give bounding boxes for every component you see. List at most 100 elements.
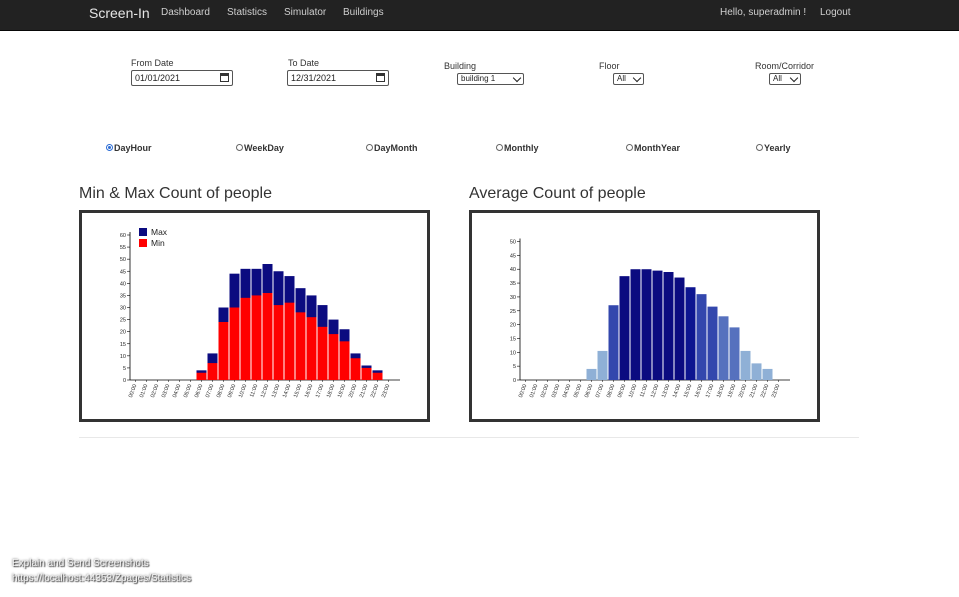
x-tick-label: 23:00 xyxy=(771,384,781,399)
x-tick-label: 18:00 xyxy=(716,384,726,399)
average-chart-title: Average Count of people xyxy=(469,185,646,202)
average-bar xyxy=(674,277,685,380)
x-tick-label: 00:00 xyxy=(128,384,138,399)
radio-button[interactable] xyxy=(496,144,503,152)
y-tick-label: 35 xyxy=(510,281,516,287)
average-bar xyxy=(652,270,663,380)
x-tick-label: 21:00 xyxy=(359,384,369,399)
radio-dayhour[interactable]: DayHour xyxy=(106,143,152,155)
chevron-down-icon xyxy=(632,73,642,83)
radio-button[interactable] xyxy=(626,144,633,152)
x-tick-label: 07:00 xyxy=(595,384,605,399)
x-tick-label: 03:00 xyxy=(551,384,561,399)
building-select[interactable]: building 1 xyxy=(457,73,524,85)
x-tick-label: 11:00 xyxy=(249,384,259,399)
room-select[interactable]: All xyxy=(769,73,801,85)
user-greeting[interactable]: Hello, superadmin ! xyxy=(720,7,807,18)
min-bar xyxy=(361,367,372,380)
radio-monthyear-label: MonthYear xyxy=(634,143,681,153)
average-bar xyxy=(663,272,674,380)
nav-buildings[interactable]: Buildings xyxy=(343,7,384,18)
radio-monthly[interactable]: Monthly xyxy=(496,143,539,155)
chevron-down-icon xyxy=(789,73,799,83)
legend-label: Min xyxy=(151,238,165,248)
min-bar xyxy=(339,341,350,380)
x-tick-label: 04:00 xyxy=(562,384,572,399)
average-bar xyxy=(762,368,773,380)
x-tick-label: 06:00 xyxy=(194,384,204,399)
x-tick-label: 21:00 xyxy=(749,384,759,399)
x-tick-label: 00:00 xyxy=(518,384,528,399)
x-tick-label: 09:00 xyxy=(617,384,627,399)
chevron-down-icon xyxy=(512,73,522,83)
y-tick-label: 60 xyxy=(120,233,126,239)
min-bar xyxy=(284,302,295,380)
nav-simulator[interactable]: Simulator xyxy=(284,7,327,18)
radio-daymonth[interactable]: DayMonth xyxy=(366,143,418,155)
average-bar xyxy=(586,368,597,380)
y-tick-label: 10 xyxy=(510,350,516,356)
min-bar xyxy=(317,326,328,380)
x-tick-label: 19:00 xyxy=(337,384,347,399)
x-tick-label: 17:00 xyxy=(315,384,325,399)
top-navbar: Screen-In Dashboard Statistics Simulator… xyxy=(0,0,959,31)
y-tick-label: 35 xyxy=(120,293,126,299)
room-label: Room/Corridor xyxy=(755,61,815,71)
calendar-icon[interactable] xyxy=(376,73,385,82)
divider xyxy=(79,437,859,438)
y-tick-label: 0 xyxy=(513,378,516,384)
radio-button-selected[interactable] xyxy=(106,144,113,152)
x-tick-label: 08:00 xyxy=(216,384,226,399)
y-tick-label: 50 xyxy=(510,240,516,246)
radio-dayhour-label: DayHour xyxy=(114,143,152,153)
radio-button[interactable] xyxy=(756,144,763,152)
average-bar xyxy=(696,294,707,380)
x-tick-label: 17:00 xyxy=(705,384,715,399)
x-tick-label: 13:00 xyxy=(271,384,281,399)
to-date-input[interactable]: 12/31/2021 xyxy=(287,70,389,86)
y-tick-label: 40 xyxy=(510,267,516,273)
x-tick-label: 03:00 xyxy=(161,384,171,399)
to-date-value: 12/31/2021 xyxy=(291,73,337,83)
x-tick-label: 13:00 xyxy=(661,384,671,399)
average-bar xyxy=(608,305,619,380)
x-tick-label: 20:00 xyxy=(348,384,358,399)
y-tick-label: 15 xyxy=(120,342,126,348)
nav-dashboard[interactable]: Dashboard xyxy=(161,7,210,18)
floor-select[interactable]: All xyxy=(613,73,644,85)
radio-button[interactable] xyxy=(236,144,243,152)
average-bar xyxy=(597,350,608,380)
x-tick-label: 01:00 xyxy=(139,384,149,399)
radio-yearly[interactable]: Yearly xyxy=(756,143,791,155)
room-select-value: All xyxy=(773,74,782,83)
radio-monthly-label: Monthly xyxy=(504,143,539,153)
x-tick-label: 15:00 xyxy=(293,384,303,399)
legend-swatch xyxy=(139,228,147,236)
floor-select-value: All xyxy=(617,74,626,83)
min-bar xyxy=(262,293,273,380)
min-bar xyxy=(251,295,262,380)
y-tick-label: 30 xyxy=(510,295,516,301)
min-bar xyxy=(306,317,317,380)
from-date-input[interactable]: 01/01/2021 xyxy=(131,70,233,86)
logout-link[interactable]: Logout xyxy=(820,7,851,18)
radio-button[interactable] xyxy=(366,144,373,152)
x-tick-label: 16:00 xyxy=(304,384,314,399)
x-tick-label: 11:00 xyxy=(639,384,649,399)
x-tick-label: 14:00 xyxy=(282,384,292,399)
floor-label: Floor xyxy=(599,61,620,71)
y-tick-label: 45 xyxy=(510,253,516,259)
y-tick-label: 25 xyxy=(510,309,516,315)
x-tick-label: 05:00 xyxy=(573,384,583,399)
calendar-icon[interactable] xyxy=(220,73,229,82)
average-bar xyxy=(630,269,641,380)
min-bar xyxy=(273,305,284,380)
x-tick-label: 12:00 xyxy=(260,384,270,399)
footer-url-text: https://localhost:44353/Zpages/Statistic… xyxy=(12,573,191,584)
radio-monthyear[interactable]: MonthYear xyxy=(626,143,680,155)
min-bar xyxy=(240,297,251,380)
nav-statistics[interactable]: Statistics xyxy=(227,7,268,18)
brand-link[interactable]: Screen-In xyxy=(89,5,150,21)
radio-weekday[interactable]: WeekDay xyxy=(236,143,284,155)
